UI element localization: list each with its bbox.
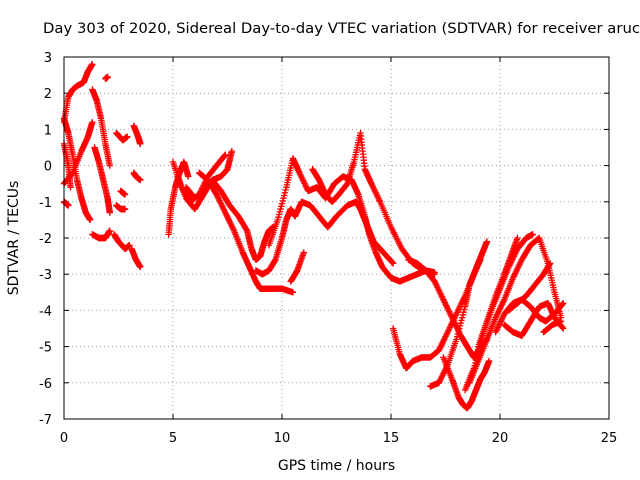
- data-point: [86, 216, 94, 224]
- trace-t35: [505, 260, 554, 314]
- x-tick-label: 15: [383, 431, 400, 446]
- data-point: [431, 271, 438, 278]
- data-point: [137, 140, 144, 148]
- trace-t36: [540, 318, 565, 336]
- data-point: [389, 260, 397, 267]
- x-tick-labels: 0 5 10 15 20 25: [60, 57, 617, 446]
- x-tick-label: 5: [169, 431, 177, 446]
- data-point: [106, 227, 113, 234]
- y-tick-label: -5: [39, 341, 52, 356]
- trace-t6: [89, 86, 113, 169]
- data-point: [89, 61, 96, 68]
- data-point: [546, 260, 554, 267]
- trace-t7: [91, 144, 113, 216]
- trace-t12: [130, 169, 144, 184]
- data-points: [60, 61, 567, 412]
- data-point: [529, 231, 536, 238]
- data-point: [560, 299, 567, 307]
- data-point: [222, 151, 229, 158]
- trace-t1: [60, 61, 96, 126]
- data-point: [485, 357, 493, 365]
- trace-t28: [427, 238, 491, 390]
- y-tick-label: 1: [44, 123, 52, 138]
- y-tick-label: -4: [39, 304, 52, 319]
- data-point: [104, 73, 111, 81]
- data-point: [483, 238, 491, 245]
- trace-t2: [60, 115, 94, 224]
- chart-title: Day 303 of 2020, Sidereal Day-to-day VTE…: [43, 21, 640, 37]
- x-tick-label: 10: [274, 431, 291, 446]
- data-point: [137, 176, 144, 184]
- y-tick-labels: -7 -6 -5 -4 -3 -2 -1 0 1 2 3: [39, 51, 609, 428]
- data-point: [185, 173, 192, 180]
- x-tick-label: 0: [60, 431, 68, 446]
- data-point: [289, 289, 297, 296]
- data-point: [126, 242, 133, 249]
- data-point: [137, 263, 144, 271]
- trace-t8: [89, 227, 113, 242]
- data-point: [228, 147, 236, 155]
- trace-t20: [182, 147, 236, 202]
- data-point: [89, 118, 96, 126]
- y-tick-label: -1: [39, 196, 52, 211]
- y-tick-label: -7: [39, 413, 52, 428]
- data-point: [559, 300, 566, 308]
- data-point: [300, 249, 307, 256]
- trace-t16: [117, 187, 129, 198]
- trace-t9: [110, 231, 133, 253]
- trace-t4: [60, 198, 72, 209]
- data-point: [124, 133, 131, 140]
- data-point: [67, 184, 74, 191]
- trace-t23: [265, 155, 438, 285]
- data-point: [560, 325, 567, 332]
- y-tick-label: -6: [39, 377, 52, 392]
- trace-t29: [440, 354, 493, 412]
- y-tick-label: 2: [44, 87, 52, 102]
- data-point: [514, 234, 521, 242]
- y-tick-label: 3: [44, 51, 52, 66]
- trace-t31: [466, 234, 565, 386]
- trace-t5: [60, 118, 96, 187]
- data-point: [106, 162, 113, 169]
- trace-t24: [287, 249, 307, 285]
- data-point: [121, 191, 129, 198]
- trace-t15: [102, 73, 111, 82]
- trace-t25: [309, 129, 438, 278]
- x-tick-label: 20: [492, 431, 509, 446]
- data-point: [221, 152, 228, 159]
- y-tick-label: 0: [44, 160, 52, 175]
- y-tick-label: -3: [39, 268, 52, 283]
- x-axis-label: GPS time / hours: [278, 458, 395, 474]
- data-point: [106, 209, 113, 216]
- x-tick-label: 25: [601, 431, 618, 446]
- y-tick-label: -2: [39, 232, 52, 247]
- trace-t34: [501, 299, 567, 339]
- trace-t14: [113, 202, 129, 213]
- trace-t10: [128, 245, 144, 271]
- data-point: [65, 202, 72, 209]
- data-point: [559, 324, 566, 331]
- plot-frame: [63, 56, 610, 420]
- data-point: [121, 205, 129, 213]
- trace-t32: [475, 234, 521, 350]
- trace-t13: [113, 129, 131, 144]
- y-axis-label: SDTVAR / TECUs: [6, 181, 22, 296]
- trace-t21: [195, 169, 297, 296]
- data-point: [557, 318, 565, 325]
- trace-t11: [130, 122, 144, 148]
